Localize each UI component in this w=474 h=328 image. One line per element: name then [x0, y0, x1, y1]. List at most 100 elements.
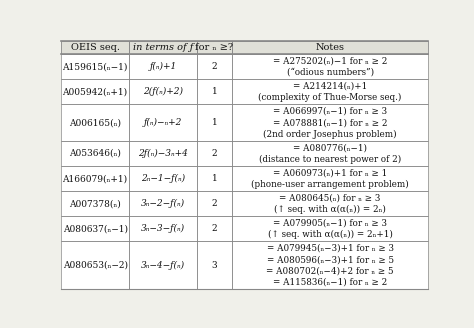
Bar	[197, 104, 232, 141]
Bar	[129, 141, 197, 166]
Text: 2ₙ−1−ƒ(ₙ): 2ₙ−1−ƒ(ₙ)	[141, 174, 185, 183]
Text: A006165(ₙ): A006165(ₙ)	[69, 118, 121, 127]
Bar	[61, 41, 129, 54]
Bar	[197, 166, 232, 191]
Bar	[232, 41, 428, 54]
Bar	[197, 41, 232, 54]
Bar	[232, 54, 428, 79]
Bar	[129, 216, 197, 241]
Bar	[232, 216, 428, 241]
Bar	[197, 216, 232, 241]
Text: 1: 1	[211, 174, 218, 183]
Bar	[232, 191, 428, 216]
Bar	[129, 41, 197, 54]
Text: A166079(ₙ+1): A166079(ₙ+1)	[63, 174, 128, 183]
Bar	[61, 166, 129, 191]
Bar	[232, 191, 428, 216]
Bar	[197, 141, 232, 166]
Bar	[129, 216, 197, 241]
Bar	[232, 166, 428, 191]
Text: = A079905(ₙ−1) for ₙ ≥ 3
(↑ seq. with α(α(ₙ)) = 2ₙ+1): = A079905(ₙ−1) for ₙ ≥ 3 (↑ seq. with α(…	[268, 218, 392, 239]
Bar	[232, 79, 428, 104]
Bar	[197, 191, 232, 216]
Text: A005942(ₙ+1): A005942(ₙ+1)	[63, 87, 128, 96]
Bar	[129, 191, 197, 216]
Text: = A066997(ₙ−1) for ₙ ≥ 3
= A078881(ₙ−1) for ₙ ≥ 2
(2nd order Josephus problem): = A066997(ₙ−1) for ₙ ≥ 3 = A078881(ₙ−1) …	[264, 107, 397, 139]
Text: = A214214(ₙ)+1
(complexity of Thue-Morse seq.): = A214214(ₙ)+1 (complexity of Thue-Morse…	[258, 81, 402, 102]
Bar	[232, 104, 428, 141]
Bar	[232, 104, 428, 141]
Bar	[61, 54, 129, 79]
Bar	[61, 191, 129, 216]
Text: OEIS seq.: OEIS seq.	[71, 43, 119, 52]
Bar	[197, 216, 232, 241]
Bar	[232, 41, 428, 54]
Bar	[61, 166, 129, 191]
Bar	[232, 241, 428, 289]
Bar	[232, 216, 428, 241]
Text: ƒ(ₙ)+1: ƒ(ₙ)+1	[149, 62, 177, 71]
Bar	[197, 241, 232, 289]
Bar	[61, 241, 129, 289]
Bar	[197, 241, 232, 289]
Bar	[61, 79, 129, 104]
Bar	[197, 141, 232, 166]
Text: = A060973(ₙ)+1 for ₙ ≥ 1
(phone-user arrangement problem): = A060973(ₙ)+1 for ₙ ≥ 1 (phone-user arr…	[251, 168, 409, 189]
Text: 2: 2	[212, 224, 217, 233]
Bar	[129, 104, 197, 141]
Bar	[129, 141, 197, 166]
Bar	[129, 54, 197, 79]
Bar	[129, 104, 197, 141]
Bar	[129, 41, 197, 54]
Bar	[61, 104, 129, 141]
Text: A159615(ₙ−1): A159615(ₙ−1)	[63, 62, 128, 71]
Bar	[129, 79, 197, 104]
Text: in terms of ƒ: in terms of ƒ	[133, 43, 193, 52]
Bar	[61, 216, 129, 241]
Text: 2: 2	[212, 62, 217, 71]
Bar	[129, 166, 197, 191]
Bar	[232, 166, 428, 191]
Text: ƒ(ₙ)−ₙ+2: ƒ(ₙ)−ₙ+2	[144, 118, 182, 127]
Bar	[61, 191, 129, 216]
Bar	[61, 54, 129, 79]
Text: 2: 2	[212, 149, 217, 158]
Bar	[197, 41, 232, 54]
Text: for ₙ ≥?: for ₙ ≥?	[195, 43, 234, 52]
Bar	[197, 104, 232, 141]
Bar	[129, 191, 197, 216]
Bar	[197, 166, 232, 191]
Bar	[197, 54, 232, 79]
Text: 3ₙ−3−ƒ(ₙ): 3ₙ−3−ƒ(ₙ)	[141, 224, 185, 233]
Bar	[61, 104, 129, 141]
Bar	[129, 241, 197, 289]
Text: = A079945(ₙ−3)+1 for ₙ ≥ 3
= A080596(ₙ−3)+1 for ₙ ≥ 5
= A080702(ₙ−4)+2 for ₙ ≥ 5: = A079945(ₙ−3)+1 for ₙ ≥ 3 = A080596(ₙ−3…	[266, 244, 394, 287]
Text: = A080645(ₙ) for ₙ ≥ 3
(↑ seq. with α(α(ₙ)) = 2ₙ): = A080645(ₙ) for ₙ ≥ 3 (↑ seq. with α(α(…	[274, 193, 386, 214]
Bar	[197, 54, 232, 79]
Bar	[129, 241, 197, 289]
Text: 2(ƒ(ₙ)+2): 2(ƒ(ₙ)+2)	[143, 87, 183, 96]
Bar	[232, 54, 428, 79]
Bar	[61, 241, 129, 289]
Bar	[129, 166, 197, 191]
Text: 2: 2	[212, 199, 217, 208]
Text: 1: 1	[211, 118, 218, 127]
Bar	[232, 79, 428, 104]
Bar	[61, 79, 129, 104]
Bar	[61, 141, 129, 166]
Bar	[129, 54, 197, 79]
Text: A007378(ₙ): A007378(ₙ)	[69, 199, 121, 208]
Text: 3: 3	[212, 261, 217, 270]
Bar	[61, 216, 129, 241]
Text: Notes: Notes	[316, 43, 345, 52]
Bar	[232, 241, 428, 289]
Bar	[129, 79, 197, 104]
Bar	[197, 79, 232, 104]
Text: A080653(ₙ−2): A080653(ₙ−2)	[63, 261, 128, 270]
Text: 3ₙ−2−ƒ(ₙ): 3ₙ−2−ƒ(ₙ)	[141, 199, 185, 208]
Bar	[61, 41, 129, 54]
Text: 1: 1	[211, 87, 218, 96]
Text: 3ₙ−4−ƒ(ₙ): 3ₙ−4−ƒ(ₙ)	[141, 261, 185, 270]
Bar	[232, 141, 428, 166]
Bar	[232, 141, 428, 166]
